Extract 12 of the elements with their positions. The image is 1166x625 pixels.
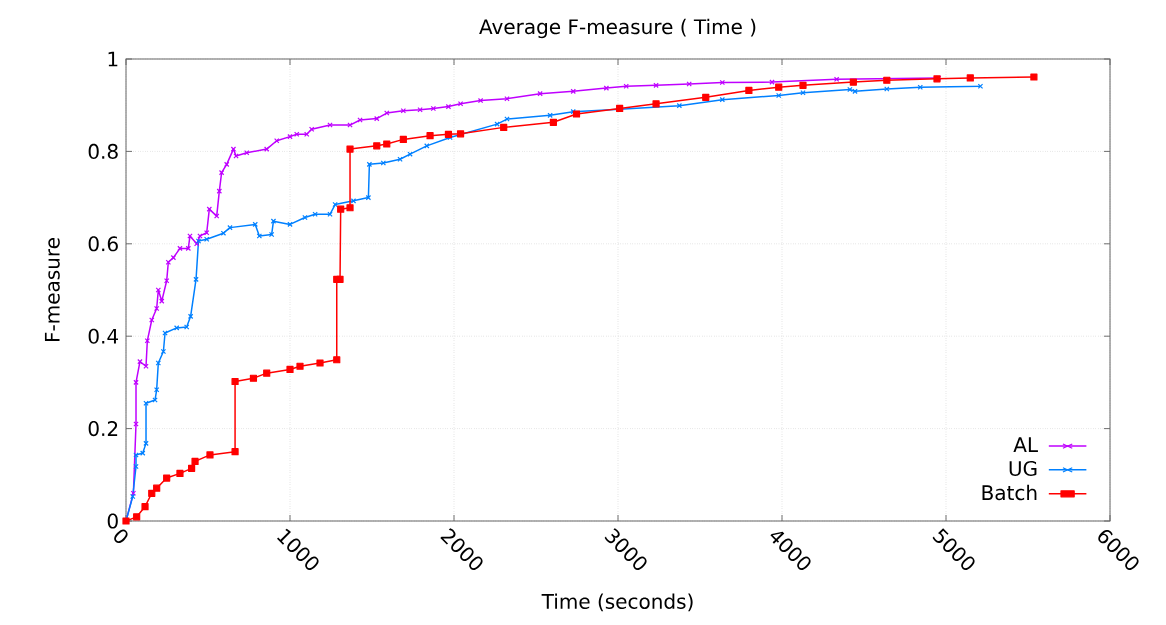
y-tick-label: 0.8 bbox=[88, 143, 118, 159]
y-tick-label: 0.6 bbox=[88, 236, 118, 252]
legend-label: AL bbox=[1013, 437, 1038, 452]
y-tick-label: 0.4 bbox=[88, 328, 119, 344]
x-axis-title: Time (seconds) bbox=[541, 593, 693, 612]
legend-label: UG bbox=[1009, 460, 1037, 477]
y-tick-label: 0 bbox=[107, 513, 118, 529]
y-tick-label: 0.2 bbox=[88, 421, 118, 437]
chart-title: Average F-measure ( Time ) bbox=[479, 18, 756, 39]
y-axis-title: F-measure bbox=[44, 238, 60, 342]
legend-label: Batch bbox=[982, 484, 1037, 501]
y-tick-label: 1 bbox=[108, 51, 118, 67]
